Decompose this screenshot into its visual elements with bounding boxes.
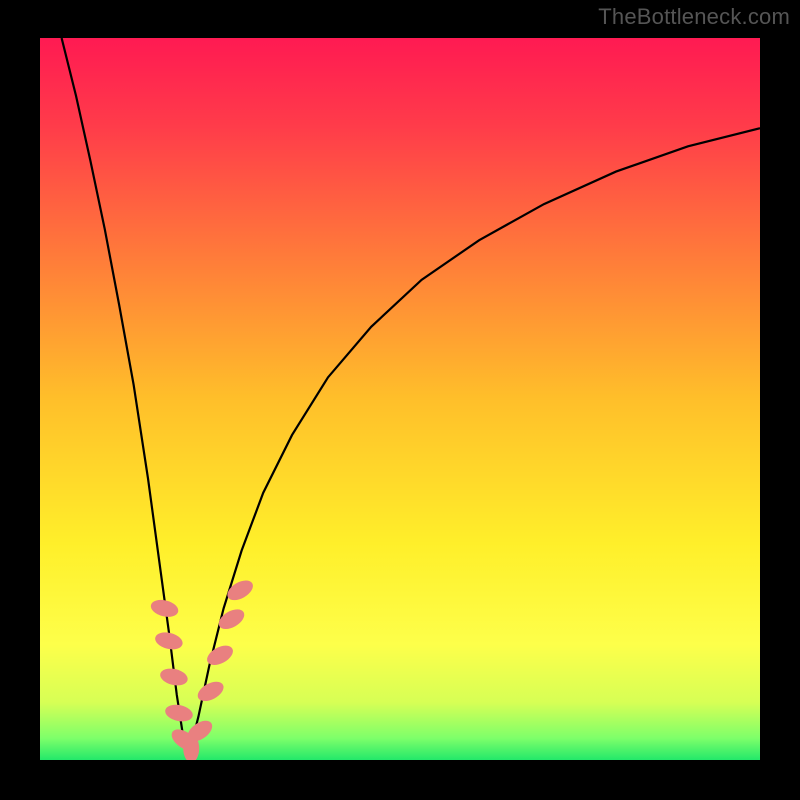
- watermark-text: TheBottleneck.com: [598, 4, 790, 30]
- gradient-background: [40, 38, 760, 760]
- plot-area: [40, 38, 760, 760]
- chart-frame: TheBottleneck.com: [0, 0, 800, 800]
